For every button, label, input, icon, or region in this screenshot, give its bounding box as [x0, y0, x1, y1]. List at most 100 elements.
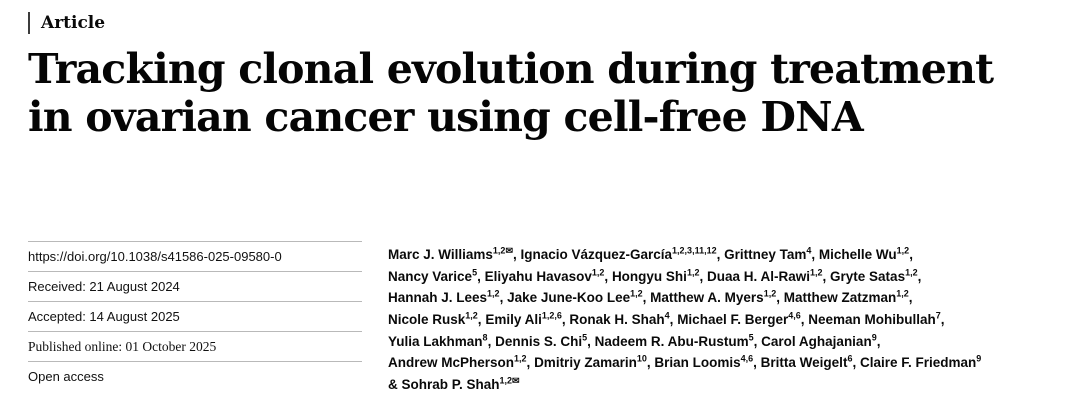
author-affiliations: 5 — [582, 332, 588, 343]
article-kicker: Article — [28, 12, 1056, 35]
author-separator: , — [800, 311, 809, 327]
author-affiliations: 8 — [482, 332, 488, 343]
author-affiliations: 9 — [976, 353, 982, 364]
author-separator: , — [940, 311, 945, 327]
author-separator: , — [753, 333, 762, 349]
author-name: Britta Weigelt — [760, 355, 848, 371]
metadata-list: https://doi.org/10.1038/s41586-025-09580… — [28, 241, 362, 391]
email-icon[interactable]: ✉ — [512, 375, 520, 386]
author-line: Andrew McPherson1,2, Dmitriy Zamarin10, … — [388, 352, 1060, 374]
received-date: Received: 21 August 2024 — [28, 271, 362, 301]
author-affiliations: 4 — [664, 310, 670, 321]
author-affiliations: 1,2 — [514, 353, 527, 364]
author-name: Nancy Varice — [388, 268, 473, 284]
author-name: Nicole Rusk — [388, 311, 466, 327]
open-access-label: Open access — [28, 361, 362, 391]
author-separator: , — [669, 311, 678, 327]
author-line: Yulia Lakhman8, Dennis S. Chi5, Nadeem R… — [388, 331, 1060, 353]
author-affiliations: 1,2 — [630, 288, 643, 299]
author-separator: , — [512, 247, 521, 263]
author-name: Neeman Mohibullah — [808, 311, 936, 327]
author-name: Michael F. Berger — [677, 311, 789, 327]
author-affiliations: 5 — [748, 332, 754, 343]
author-affiliations: 9 — [871, 332, 877, 343]
author-list: Marc J. Williams1,2✉, Ignacio Vázquez-Ga… — [388, 241, 1060, 395]
author-separator: , — [487, 333, 496, 349]
author-affiliations: 1,2 — [896, 288, 909, 299]
author-name: Sohrab P. Shah — [401, 376, 500, 392]
author-separator: , — [699, 268, 707, 284]
author-affiliations: 6 — [847, 353, 853, 364]
author-name: Ronak H. Shah — [569, 311, 665, 327]
author-separator: , — [646, 355, 655, 371]
header-columns: https://doi.org/10.1038/s41586-025-09580… — [0, 241, 1080, 395]
author-name: Matthew Zatzman — [783, 290, 897, 306]
author-line: Marc J. Williams1,2✉, Ignacio Vázquez-Ga… — [388, 244, 1060, 266]
author-separator: , — [753, 355, 761, 371]
author-name: Yulia Lakhman — [388, 333, 483, 349]
author-affiliations: 10 — [636, 353, 647, 364]
author-name: Grittney Tam — [724, 247, 807, 263]
author-affiliations: 4,6 — [740, 353, 754, 364]
page-title: Tracking clonal evolution during treatme… — [28, 46, 1056, 141]
email-icon[interactable]: ✉ — [505, 245, 513, 256]
author-affiliations: 1,2 — [896, 245, 910, 256]
author-affiliations: 4,6 — [788, 310, 801, 321]
author-separator: , — [852, 355, 860, 371]
author-name: Emily Ali — [485, 311, 542, 327]
author-line: Hannah J. Lees1,2, Jake June-Koo Lee1,2,… — [388, 287, 1060, 309]
author-affiliations: 4 — [806, 245, 812, 256]
author-line: Nicole Rusk1,2, Emily Ali1,2,6, Ronak H.… — [388, 309, 1060, 331]
article-header: Article Tracking clonal evolution during… — [0, 0, 1080, 141]
author-name: Eliyahu Havasov — [484, 268, 592, 284]
author-affiliations: 1,2 — [487, 288, 500, 299]
author-separator: , — [776, 290, 784, 306]
author-affiliations: 1,2 — [686, 267, 700, 278]
author-separator: , — [876, 333, 881, 349]
author-name: Dennis S. Chi — [495, 333, 583, 349]
author-affiliations: 1,2,6 — [541, 310, 562, 321]
author-affiliations: 5 — [472, 267, 478, 278]
author-line: & Sohrab P. Shah1,2✉ — [388, 374, 1060, 396]
author-separator: , — [587, 333, 595, 349]
author-name: Hannah J. Lees — [388, 290, 488, 306]
author-separator: , — [561, 311, 570, 327]
author-separator: & — [388, 376, 402, 392]
author-separator: , — [477, 311, 486, 327]
author-line: Nancy Varice5, Eliyahu Havasov1,2, Hongy… — [388, 266, 1060, 288]
title-line-2: in ovarian cancer using cell-free DNA — [28, 92, 864, 141]
author-name: Carol Aghajanian — [761, 333, 872, 349]
author-affiliations: 1,2 — [492, 245, 506, 256]
author-separator: , — [642, 290, 651, 306]
author-separator: , — [604, 268, 612, 284]
author-name: Jake June-Koo Lee — [507, 290, 631, 306]
author-name: Matthew A. Myers — [650, 290, 764, 306]
doi-link[interactable]: https://doi.org/10.1038/s41586-025-09580… — [28, 241, 362, 271]
author-separator: , — [526, 355, 535, 371]
author-affiliations: 1,2 — [810, 267, 823, 278]
author-name: Dmitriy Zamarin — [534, 355, 637, 371]
published-date: Published online: 01 October 2025 — [28, 331, 362, 361]
author-name: Andrew McPherson — [388, 355, 515, 371]
author-separator: , — [716, 247, 725, 263]
author-affiliations: 1,2 — [591, 267, 605, 278]
author-name: Claire F. Friedman — [859, 355, 977, 371]
author-name: Duaa H. Al-Rawi — [706, 268, 810, 284]
author-separator: , — [499, 290, 508, 306]
author-separator: , — [811, 247, 819, 263]
author-separator: , — [822, 268, 831, 284]
author-separator: , — [477, 268, 485, 284]
author-name: Marc J. Williams — [388, 247, 493, 263]
title-line-1: Tracking clonal evolution during treatme… — [28, 45, 994, 94]
author-affiliations: 1,2 — [763, 288, 777, 299]
author-name: Hongyu Shi — [611, 268, 687, 284]
author-affiliations: 7 — [935, 310, 941, 321]
author-name: Brian Loomis — [654, 355, 741, 371]
author-separator: , — [917, 268, 922, 284]
author-affiliations: 1,2,3,11,12 — [672, 245, 717, 256]
author-affiliations: 1,2 — [499, 375, 513, 386]
author-separator: , — [908, 290, 913, 306]
author-affiliations: 1,2 — [905, 267, 918, 278]
author-affiliations: 1,2 — [465, 310, 478, 321]
author-separator: , — [909, 247, 913, 263]
